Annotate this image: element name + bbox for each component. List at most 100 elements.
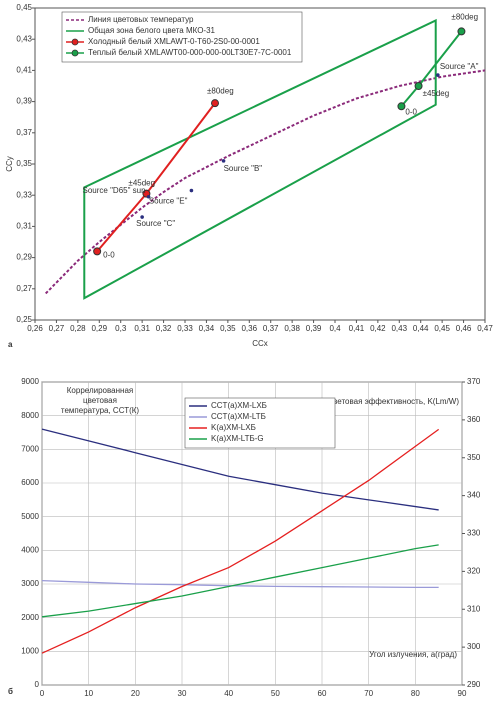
- y-tick-label: 7000: [21, 444, 39, 453]
- legend-label: CCT(a)XM-LTБ: [211, 412, 266, 421]
- series-line: [41, 579, 439, 589]
- series-line: [41, 544, 439, 618]
- y2-tick-label: 290: [467, 680, 481, 689]
- x-tick-label: 0: [40, 689, 45, 698]
- y-axis-label: Коррелированная: [67, 386, 133, 395]
- y-tick-label: 0,25: [16, 315, 32, 324]
- x-tick-label: 0,33: [177, 324, 193, 333]
- legend-label: K(a)XM-LXБ: [211, 423, 256, 432]
- x-tick-label: 0,32: [156, 324, 172, 333]
- x-tick-label: 20: [131, 689, 140, 698]
- y-tick-label: 5000: [21, 512, 39, 521]
- x-tick-label: 0,37: [263, 324, 279, 333]
- y-tick-label: 9000: [21, 377, 39, 386]
- y-tick-label: 0,37: [16, 128, 32, 137]
- legend-marker: [71, 49, 79, 57]
- y-axis-label: CCy: [5, 156, 14, 172]
- y2-axis-label: Спектральная световая эффективность, K(L…: [274, 397, 459, 406]
- x-tick-label: 0,3: [115, 324, 127, 333]
- source-label: Source "E": [149, 197, 188, 206]
- y-axis-label: температура, ССТ(К): [61, 406, 140, 415]
- y-tick-label: 0,27: [16, 284, 32, 293]
- source-label: Source "B": [224, 164, 263, 173]
- x-tick-label: 0,36: [241, 324, 257, 333]
- x-tick-label: 0,42: [370, 324, 386, 333]
- source-point: [140, 215, 144, 219]
- series-line: [45, 69, 486, 295]
- y-tick-label: 0,45: [16, 3, 32, 12]
- source-label: Source "D65" sun: [83, 186, 146, 195]
- source-point: [189, 188, 194, 193]
- x-tick-label: 0,38: [284, 324, 300, 333]
- point: [211, 99, 219, 108]
- point-label: ±45deg: [423, 89, 450, 98]
- y-tick-label: 0,33: [16, 190, 32, 199]
- point-label: ±80deg: [451, 13, 478, 22]
- point-label: ±45deg: [128, 179, 155, 188]
- x-tick-label: 0,34: [199, 324, 215, 333]
- x-tick-label: 0,39: [306, 324, 322, 333]
- y-tick-label: 0,39: [16, 97, 32, 106]
- x-tick-label: 50: [271, 689, 280, 698]
- y-tick-label: 0,41: [16, 66, 32, 75]
- x-tick-label: 0,31: [134, 324, 150, 333]
- y-tick-label: 1000: [21, 646, 39, 655]
- y2-tick-label: 310: [467, 604, 481, 613]
- x-tick-label: 0,45: [434, 324, 450, 333]
- y-tick-label: 8000: [21, 411, 39, 420]
- y2-tick-label: 360: [467, 415, 481, 424]
- series-line: [41, 428, 440, 654]
- y-tick-label: 0,29: [16, 253, 32, 262]
- x-tick-label: 0,29: [91, 324, 107, 333]
- legend-label: CCT(a)XM-LXБ: [211, 401, 267, 410]
- x-tick-label: 80: [411, 689, 420, 698]
- y2-tick-label: 340: [467, 491, 481, 500]
- legend-box: [61, 11, 303, 63]
- x-tick-label: 10: [84, 689, 93, 698]
- source-label: Source "A": [440, 62, 479, 71]
- x-tick-label: 90: [458, 689, 467, 698]
- x-tick-label: 60: [318, 689, 327, 698]
- y-tick-label: 0,31: [16, 222, 32, 231]
- point-label: 0-0: [103, 250, 115, 259]
- y-tick-label: 2000: [21, 613, 39, 622]
- x-tick-label: 0,4: [329, 324, 341, 333]
- point-label: 0-0: [405, 107, 417, 116]
- x-tick-label: 0,27: [49, 324, 65, 333]
- y-tick-label: 3000: [21, 579, 39, 588]
- series-line: [41, 428, 439, 511]
- x-tick-label: 0,44: [413, 324, 429, 333]
- point: [93, 247, 102, 256]
- point: [457, 27, 466, 36]
- x-tick-label: 40: [224, 689, 233, 698]
- x-tick-label: 0,26: [27, 324, 43, 333]
- legend-label: K(a)XM-LTБ-G: [211, 434, 264, 443]
- x-tick-label: 0,46: [456, 324, 472, 333]
- legend-label: Теплый белый XMLAWT00-000-000-00LT30E7-7…: [88, 48, 292, 57]
- y-tick-label: 0: [35, 680, 40, 689]
- point: [397, 102, 406, 111]
- y-tick-label: 4000: [21, 545, 39, 554]
- panel-label: б: [8, 687, 13, 696]
- x-axis-label: CCx: [252, 339, 268, 348]
- y-tick-label: 0,35: [16, 159, 32, 168]
- y2-tick-label: 300: [467, 642, 481, 651]
- x-tick-label: 0,28: [70, 324, 86, 333]
- x-tick-label: 0,43: [391, 324, 407, 333]
- panel-label: а: [8, 340, 13, 349]
- source-label: Source "C": [136, 219, 175, 228]
- x-tick-label: 30: [178, 689, 187, 698]
- x-tick-label: 70: [364, 689, 373, 698]
- y2-tick-label: 330: [467, 529, 481, 538]
- y2-tick-label: 350: [467, 453, 481, 462]
- y2-tick-label: 320: [467, 566, 481, 575]
- legend-label: Общая зона белого цвета МКО-31: [88, 26, 216, 35]
- legend-label: Линия цветовых температур: [88, 15, 194, 24]
- x-tick-label: 0,47: [477, 324, 493, 333]
- legend-marker: [71, 38, 79, 46]
- point-label: ±80deg: [207, 86, 234, 95]
- source-point: [146, 194, 151, 199]
- legend-box: [184, 397, 336, 449]
